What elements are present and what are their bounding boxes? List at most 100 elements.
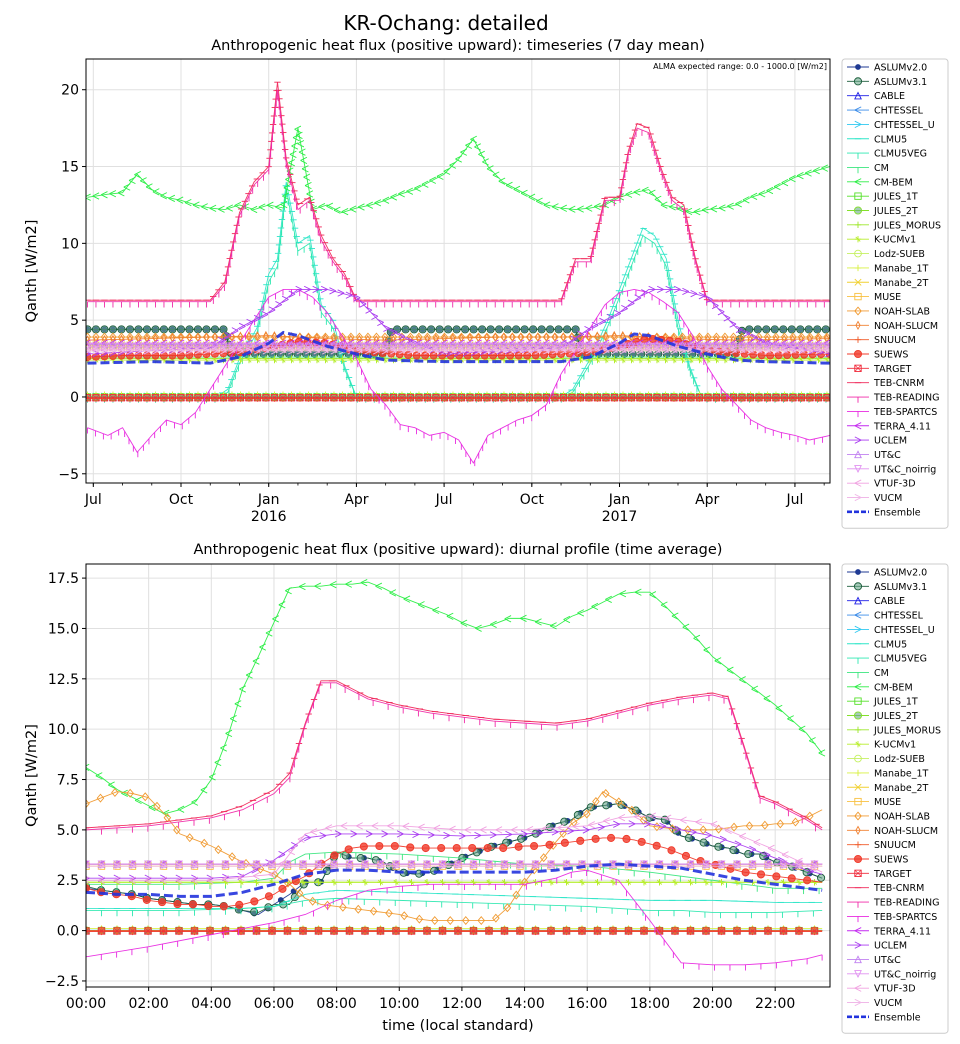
cm-bem-marker [214,758,222,767]
uclem-marker [627,299,635,307]
uclem-marker [520,830,528,838]
cm-bem-marker [735,200,743,208]
aslumv3-1-marker [250,907,259,916]
ut-c-noirrig-marker [500,342,508,351]
target-marker-cross [262,394,270,402]
aslumv3-1-marker [151,325,160,334]
snuucm-marker [764,928,772,935]
suews-marker [576,836,585,845]
ut-c-noirrig-marker [236,342,245,351]
suews-legend-marker [853,349,863,359]
target-marker [389,394,398,402]
target-marker-cross [390,394,397,402]
vucm-marker [92,347,100,355]
target-marker [704,394,712,402]
legend-label: VUCM [874,493,902,504]
target-marker [364,394,372,402]
vucm-marker [483,347,491,355]
vucm-marker [764,347,771,355]
target-marker [268,927,276,935]
vucm-marker [169,347,176,355]
target-marker [423,394,432,402]
aslumv3-1-marker [356,854,365,863]
target-marker-cross [439,927,446,935]
target-marker [653,394,661,402]
ut-c-noirrig-marker [185,342,194,351]
cm-bem-marker [465,141,473,149]
cm-bem-marker [258,203,266,211]
suews-marker [766,351,775,360]
series-line-cm-bem [87,128,830,214]
uclem-marker [312,285,320,294]
target-marker [491,394,500,402]
snuucm-marker [733,928,741,935]
uclem-marker [246,318,254,327]
target-marker [559,394,568,402]
target-marker [143,394,151,402]
ut-c-noirrig-marker [86,860,90,869]
cm-bem-marker [818,749,826,757]
snuucm-marker [749,928,756,935]
cm-bem-marker [398,190,405,198]
k-ucmv1-marker [679,356,686,364]
vucm-marker [543,347,550,355]
series-line-teb-spartcs [86,869,823,966]
ut-c-noirrig-marker [92,342,100,351]
uclem-marker [458,832,466,840]
ut-c-noirrig-marker [347,342,355,351]
noah-slab-marker [126,788,134,798]
noah-slucm-marker [560,332,566,342]
suews-marker [330,851,339,860]
snuucm-marker [470,928,477,935]
k-ucmv1-marker [671,879,679,886]
k-ucmv1-marker [346,879,353,886]
uclem-marker [734,840,742,848]
series-line-teb-cnrm [86,680,823,829]
target-marker [330,927,338,935]
cm-bem-marker [275,203,282,211]
ut-c-noirrig-marker [780,342,789,351]
series-target [86,394,830,402]
suews-marker [514,842,523,851]
ut-c-noirrig-marker [449,342,457,351]
target-marker-cross [670,394,678,402]
legend-label: UT&C_noirrig [874,464,936,475]
cm-bem-marker [470,135,477,143]
k-ucmv1-marker [594,879,601,886]
noah-slucm-marker [509,332,515,342]
ut-c-noirrig-marker [755,342,763,351]
cm-bem-marker [184,198,192,207]
legend-label: NOAH-SLUCM [874,321,938,332]
aslumv3-1-marker [520,325,529,334]
aslumv3-1-marker [100,325,109,334]
target-marker-cross [254,394,261,402]
cm-bem-marker [773,182,781,191]
legend-label: Manabe_1T [874,263,929,274]
uclem-marker [648,285,656,294]
cm-bem-marker [217,205,225,213]
ut-c-noirrig-marker [457,342,466,351]
legend-item-ensemble: Ensemble [847,507,921,518]
target-marker-cross [373,394,380,402]
ut-c-noirrig-marker [423,342,432,351]
aslumv3-1-marker [134,325,143,334]
ut-c-noirrig-marker [474,342,483,351]
k-ucmv1-marker [670,356,678,364]
cm-bem-marker [265,629,273,637]
aslumv3-1-marker [219,325,228,334]
x-tick-label: Apr [344,492,368,508]
vucm-marker [101,347,108,355]
cm-bem-marker [585,204,593,212]
cm-bem-marker [288,159,296,167]
noah-slucm-marker [271,331,277,341]
aslumv3-1-marker [125,325,135,334]
suews-marker [756,870,766,879]
x-tick-label: Oct [520,492,545,508]
vucm-marker [237,347,244,355]
muse-legend-marker [854,292,862,301]
cm-bem-marker [520,189,528,197]
target-marker [160,394,168,402]
snuucm-marker [609,928,617,935]
target-marker [568,394,576,402]
vucm-marker [509,347,516,355]
